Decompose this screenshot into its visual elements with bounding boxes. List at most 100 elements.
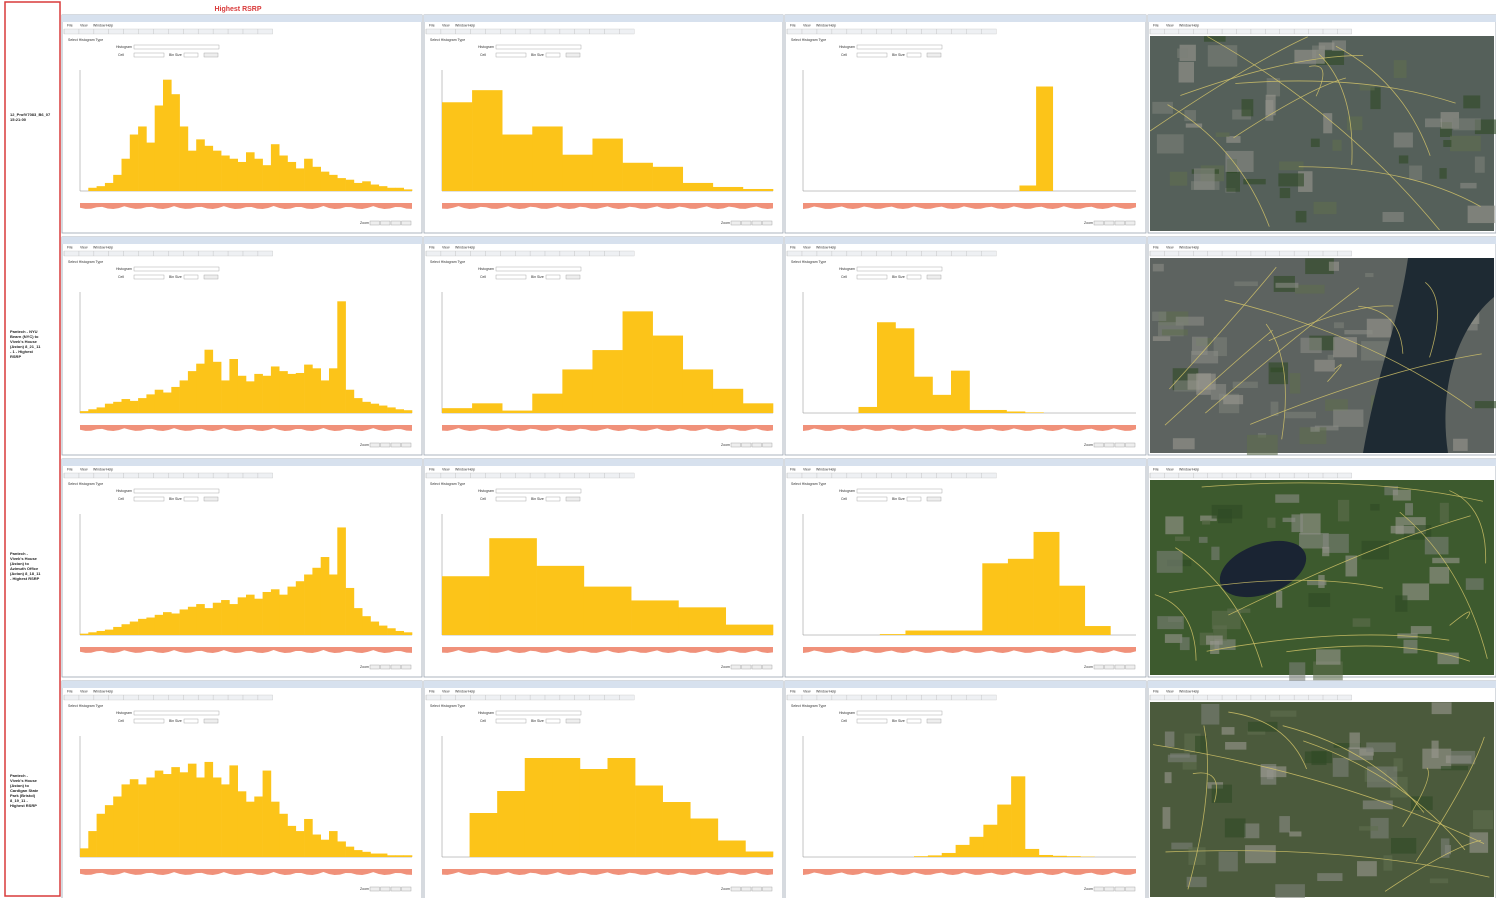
zoom-button[interactable] [1115,221,1125,225]
apply-button[interactable] [927,497,941,501]
zoom-button[interactable] [742,887,752,891]
apply-button[interactable] [204,719,218,723]
histogram-dropdown[interactable] [857,489,942,493]
zoom-button[interactable] [1105,665,1115,669]
bin-size-input[interactable] [907,719,921,723]
zoom-button[interactable] [731,221,741,225]
apply-button[interactable] [566,497,580,501]
zoom-button[interactable] [370,443,380,447]
cell-dropdown[interactable] [857,719,887,723]
zoom-button[interactable] [1094,887,1104,891]
apply-button[interactable] [204,275,218,279]
zoom-button[interactable] [1126,443,1136,447]
histogram-dropdown[interactable] [857,711,942,715]
apply-button[interactable] [927,53,941,57]
histogram-bar [532,126,562,191]
apply-button[interactable] [566,275,580,279]
zoom-button[interactable] [402,665,412,669]
apply-button[interactable] [927,719,941,723]
histogram-dropdown[interactable] [496,45,581,49]
histogram-dropdown[interactable] [134,711,219,715]
histogram-bar [263,165,272,191]
zoom-button[interactable] [1094,443,1104,447]
zoom-button[interactable] [731,443,741,447]
cell-dropdown[interactable] [496,497,526,501]
cell-dropdown[interactable] [857,497,887,501]
zoom-button[interactable] [752,887,762,891]
zoom-button[interactable] [370,665,380,669]
bin-size-input[interactable] [184,53,198,57]
zoom-button[interactable] [1105,443,1115,447]
histogram-dropdown[interactable] [857,267,942,271]
zoom-button[interactable] [752,665,762,669]
zoom-button[interactable] [391,221,401,225]
cell-dropdown[interactable] [496,53,526,57]
zoom-button[interactable] [763,665,773,669]
cell-dropdown[interactable] [134,53,164,57]
histogram-dropdown[interactable] [134,45,219,49]
bin-size-input[interactable] [184,275,198,279]
histogram-dropdown[interactable] [496,489,581,493]
bin-size-input[interactable] [184,497,198,501]
bin-size-input[interactable] [546,497,560,501]
bin-size-input[interactable] [546,53,560,57]
zoom-button[interactable] [370,221,380,225]
zoom-button[interactable] [391,887,401,891]
zoom-button[interactable] [1105,887,1115,891]
histogram-dropdown[interactable] [134,267,219,271]
zoom-button[interactable] [370,887,380,891]
zoom-button[interactable] [752,221,762,225]
cell-dropdown[interactable] [857,275,887,279]
apply-button[interactable] [927,275,941,279]
zoom-button[interactable] [381,443,391,447]
zoom-button[interactable] [1094,221,1104,225]
bin-size-input[interactable] [184,719,198,723]
zoom-button[interactable] [742,221,752,225]
apply-button[interactable] [204,53,218,57]
zoom-button[interactable] [752,443,762,447]
apply-button[interactable] [204,497,218,501]
histogram-bar [180,609,189,635]
histogram-dropdown[interactable] [857,45,942,49]
zoom-button[interactable] [402,887,412,891]
zoom-button[interactable] [1105,221,1115,225]
histogram-dropdown[interactable] [496,711,581,715]
map-patch [1443,140,1451,147]
cell-dropdown[interactable] [134,497,164,501]
apply-button[interactable] [566,53,580,57]
cell-dropdown[interactable] [496,275,526,279]
zoom-button[interactable] [763,443,773,447]
zoom-button[interactable] [731,665,741,669]
zoom-button[interactable] [731,887,741,891]
zoom-button[interactable] [381,221,391,225]
zoom-button[interactable] [763,221,773,225]
bin-size-input[interactable] [907,53,921,57]
zoom-button[interactable] [1126,221,1136,225]
cell-dropdown[interactable] [496,719,526,723]
bin-size-input[interactable] [546,275,560,279]
bin-size-input[interactable] [907,275,921,279]
zoom-button[interactable] [1094,665,1104,669]
zoom-button[interactable] [391,443,401,447]
zoom-button[interactable] [742,665,752,669]
zoom-button[interactable] [1115,887,1125,891]
bin-size-input[interactable] [907,497,921,501]
zoom-button[interactable] [381,665,391,669]
bin-size-input[interactable] [546,719,560,723]
histogram-dropdown[interactable] [134,489,219,493]
zoom-button[interactable] [1126,665,1136,669]
zoom-button[interactable] [1115,665,1125,669]
zoom-button[interactable] [402,443,412,447]
zoom-button[interactable] [1126,887,1136,891]
histogram-dropdown[interactable] [496,267,581,271]
cell-dropdown[interactable] [857,53,887,57]
zoom-button[interactable] [391,665,401,669]
zoom-button[interactable] [1115,443,1125,447]
zoom-button[interactable] [402,221,412,225]
zoom-button[interactable] [381,887,391,891]
cell-dropdown[interactable] [134,719,164,723]
zoom-button[interactable] [742,443,752,447]
apply-button[interactable] [566,719,580,723]
cell-dropdown[interactable] [134,275,164,279]
zoom-button[interactable] [763,887,773,891]
